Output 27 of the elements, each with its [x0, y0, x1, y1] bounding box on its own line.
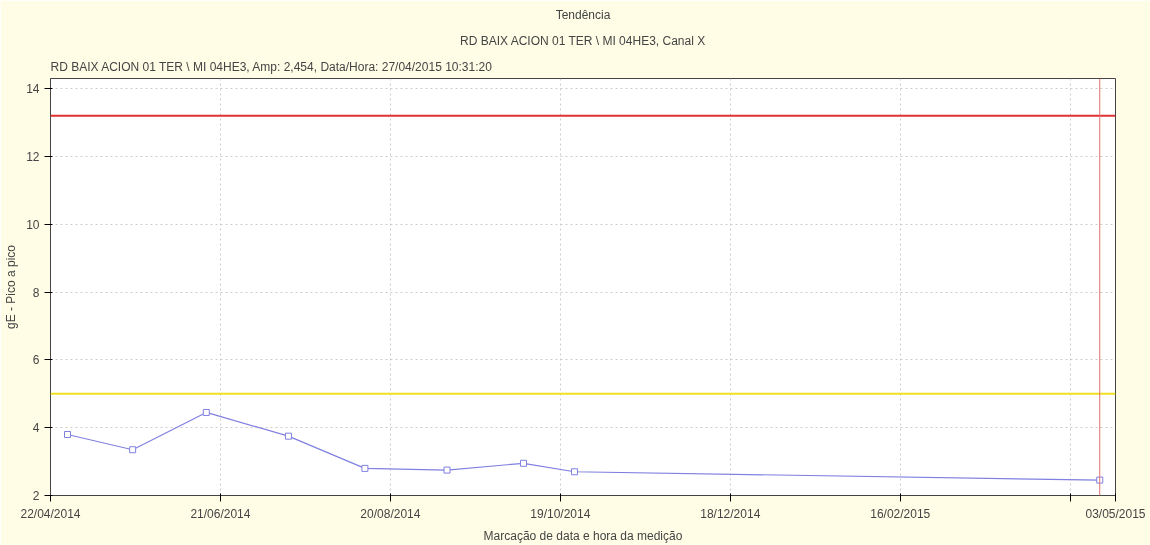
y-tick-label: 10 — [26, 217, 40, 232]
text: RD BAIX ACION 01 TER \ MI 04HE3, Amp: 2,454, Data/Hora: 27/04/2015 10:31:20 — [50, 59, 493, 74]
y-tick-label: 4 — [32, 421, 40, 436]
point — [202, 408, 210, 416]
point — [443, 466, 451, 474]
point — [361, 464, 369, 472]
point — [284, 432, 292, 440]
x-tick-label: 18/12/2014 — [700, 506, 761, 521]
y-tick-label: 2 — [32, 489, 40, 503]
x-tick-label: 16/02/2015 — [870, 506, 931, 521]
x-tick-label: 21/06/2014 — [190, 506, 251, 521]
point — [63, 430, 71, 438]
x-tick-label: 03/05/2015 — [1085, 506, 1146, 521]
y-tick-label: 6 — [32, 353, 40, 368]
y-axis-title: gE - Pico a pico — [4, 244, 19, 330]
x-tick-label: 20/08/2014 — [360, 506, 421, 521]
chart-subtitle: RD BAIX ACION 01 TER \ MI 04HE3, Canal X — [459, 33, 706, 48]
x-tick-label: 19/10/2014 — [530, 506, 591, 521]
y-tick-label: 14 — [26, 82, 40, 97]
chart-title: Tendência — [555, 7, 611, 22]
point — [129, 446, 137, 454]
y-tick-label: 8 — [32, 285, 40, 300]
x-axis-title: Marcação de data e hora da medição — [483, 528, 683, 543]
point — [520, 459, 528, 467]
x-tick-label: 22/04/2014 — [20, 506, 81, 521]
y-tick-label: 12 — [26, 149, 40, 164]
point — [571, 468, 578, 476]
